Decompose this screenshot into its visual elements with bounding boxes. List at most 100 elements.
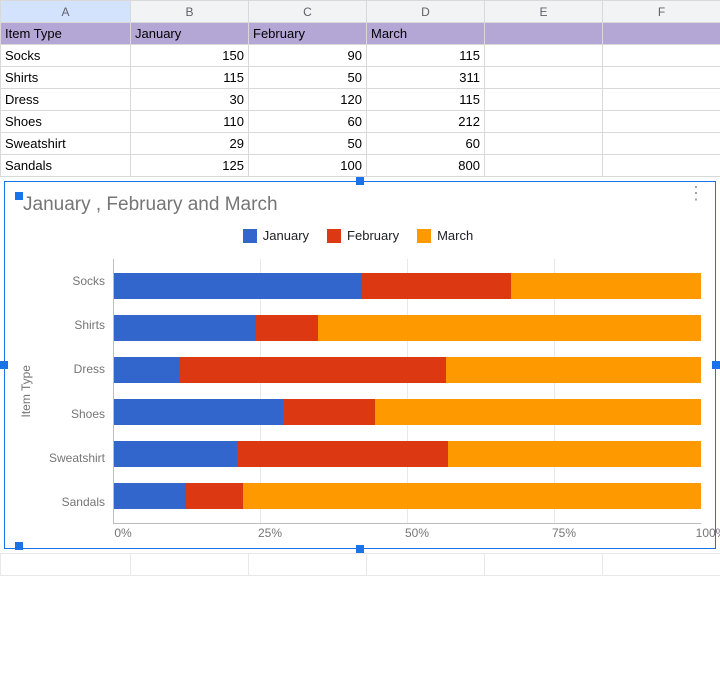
legend-item: January	[243, 228, 309, 243]
col-header-C[interactable]: C	[249, 1, 367, 23]
x-tick-label: 75%	[552, 526, 576, 540]
bar-row	[114, 391, 701, 433]
cell[interactable]: Shoes	[1, 111, 131, 133]
table-row: Sandals125100800	[1, 155, 720, 177]
legend-swatch	[243, 229, 257, 243]
y-category-label: Shoes	[37, 393, 105, 435]
stacked-bar	[114, 315, 701, 341]
y-category-label: Shirts	[37, 304, 105, 346]
bar-segment	[114, 441, 237, 467]
cell[interactable]	[485, 45, 603, 67]
resize-handle[interactable]	[356, 177, 364, 185]
cell[interactable]: January	[131, 23, 249, 45]
cell[interactable]	[603, 133, 720, 155]
cell[interactable]: Sandals	[1, 155, 131, 177]
cell[interactable]: 50	[249, 67, 367, 89]
legend-item: February	[327, 228, 399, 243]
bar-segment	[446, 357, 701, 383]
bar-row	[114, 433, 701, 475]
bar-row	[114, 475, 701, 517]
col-header-F[interactable]: F	[603, 1, 720, 23]
resize-handle[interactable]	[712, 361, 720, 369]
y-axis-label: Item Type	[15, 365, 37, 417]
legend-swatch	[327, 229, 341, 243]
cell[interactable]: 115	[367, 45, 485, 67]
bar-segment	[114, 357, 180, 383]
cell[interactable]: 150	[131, 45, 249, 67]
cell[interactable]: 30	[131, 89, 249, 111]
bar-row	[114, 349, 701, 391]
cell[interactable]	[603, 45, 720, 67]
bar-segment	[283, 399, 375, 425]
cell[interactable]: Dress	[1, 89, 131, 111]
legend-item: March	[417, 228, 473, 243]
cell[interactable]: Item Type	[1, 23, 131, 45]
cell[interactable]: 50	[249, 133, 367, 155]
chart-legend: January February March	[15, 228, 701, 243]
resize-handle[interactable]	[0, 361, 8, 369]
bar-segment	[114, 483, 186, 509]
y-category-label: Sweatshirt	[37, 437, 105, 479]
spreadsheet-grid-below[interactable]	[0, 553, 720, 576]
cell[interactable]: 800	[367, 155, 485, 177]
cell[interactable]	[485, 111, 603, 133]
cell[interactable]: Sweatshirt	[1, 133, 131, 155]
cell[interactable]: Shirts	[1, 67, 131, 89]
cell[interactable]: 90	[249, 45, 367, 67]
col-header-D[interactable]: D	[367, 1, 485, 23]
cell[interactable]: Socks	[1, 45, 131, 67]
resize-handle[interactable]	[356, 545, 364, 553]
col-header-B[interactable]: B	[131, 1, 249, 23]
col-header-A[interactable]: A	[1, 1, 131, 23]
bars-area	[113, 259, 701, 524]
column-header-row: A B C D E F	[1, 1, 720, 23]
bar-segment	[186, 483, 244, 509]
cell[interactable]	[603, 111, 720, 133]
chart-menu-icon[interactable]: ⋮	[687, 188, 705, 198]
x-tick-label: 50%	[405, 526, 429, 540]
cell[interactable]	[485, 155, 603, 177]
cell[interactable]	[485, 89, 603, 111]
bar-segment	[511, 273, 701, 299]
chart-title: January , February and March	[23, 194, 701, 216]
table-row: Sweatshirt295060	[1, 133, 720, 155]
bar-segment	[375, 399, 701, 425]
cell[interactable]	[603, 155, 720, 177]
stacked-bar	[114, 441, 701, 467]
col-header-E[interactable]: E	[485, 1, 603, 23]
legend-label: February	[347, 228, 399, 243]
cell[interactable]: 212	[367, 111, 485, 133]
table-row: Socks15090115	[1, 45, 720, 67]
cell[interactable]: February	[249, 23, 367, 45]
cell[interactable]	[603, 67, 720, 89]
cell[interactable]: 311	[367, 67, 485, 89]
cell[interactable]	[603, 89, 720, 111]
cell[interactable]	[603, 23, 720, 45]
cell[interactable]	[485, 23, 603, 45]
bar-segment	[256, 315, 318, 341]
cell[interactable]	[485, 133, 603, 155]
cell[interactable]: 100	[249, 155, 367, 177]
y-category-label: Socks	[37, 260, 105, 302]
cell[interactable]: 60	[249, 111, 367, 133]
stacked-bar	[114, 273, 701, 299]
chart-object[interactable]: ⋮ January , February and March January F…	[4, 181, 716, 549]
x-axis: 0%25%50%75%100%	[123, 524, 711, 542]
table-row: Dress30120115	[1, 89, 720, 111]
bar-row	[114, 265, 701, 307]
cell[interactable]: March	[367, 23, 485, 45]
cell[interactable]: 110	[131, 111, 249, 133]
cell[interactable]: 125	[131, 155, 249, 177]
bar-row	[114, 307, 701, 349]
cell[interactable]: 29	[131, 133, 249, 155]
bar-segment	[180, 357, 446, 383]
cell[interactable]: 60	[367, 133, 485, 155]
stacked-bar	[114, 483, 701, 509]
table-row: Shoes11060212	[1, 111, 720, 133]
cell[interactable]: 115	[367, 89, 485, 111]
cell[interactable]: 115	[131, 67, 249, 89]
bar-segment	[114, 273, 362, 299]
cell[interactable]: 120	[249, 89, 367, 111]
spreadsheet-grid[interactable]: A B C D E F Item Type January February M…	[0, 0, 720, 177]
cell[interactable]	[485, 67, 603, 89]
